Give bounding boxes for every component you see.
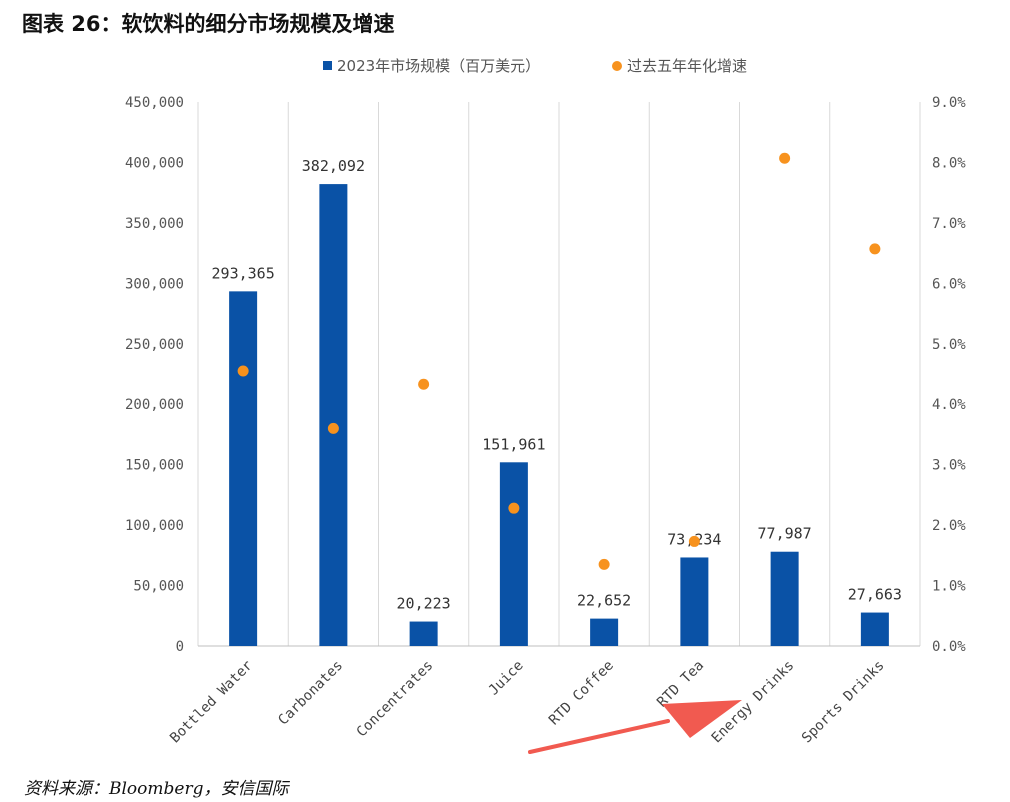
growth-dot: [508, 502, 520, 514]
legend-bar-label: 2023年市场规模（百万美元）: [337, 57, 540, 75]
legend-dot-swatch: [612, 61, 622, 71]
growth-dot: [688, 535, 700, 547]
arrow-shaft: [528, 719, 670, 754]
bar: [860, 612, 889, 646]
right-tick-label: 1.0%: [932, 579, 966, 595]
bar-data-label: 151,961: [482, 435, 545, 453]
bar: [319, 184, 348, 646]
left-tick-label: 250,000: [125, 337, 184, 353]
growth-dot: [418, 378, 430, 390]
bar-series: [229, 184, 889, 646]
bar-data-label: 293,365: [212, 264, 275, 282]
right-tick-label: 6.0%: [932, 276, 966, 292]
right-tick-label: 9.0%: [932, 95, 966, 111]
growth-dot: [779, 152, 791, 164]
right-tick-label: 5.0%: [932, 337, 966, 353]
arrow-head: [662, 700, 742, 738]
growth-dot: [327, 422, 339, 434]
category-label: RTD Coffee: [546, 658, 617, 729]
category-label: Juice: [486, 658, 527, 699]
category-label: Carbonates: [275, 658, 346, 729]
category-label: Bottled Water: [167, 658, 256, 747]
bar: [499, 462, 528, 646]
growth-dot: [598, 558, 610, 570]
category-label: Concentrates: [354, 658, 437, 741]
left-tick-label: 50,000: [133, 579, 184, 595]
source-note: 资料来源：Bloomberg，安信国际: [24, 779, 289, 799]
left-tick-label: 350,000: [125, 216, 184, 232]
left-tick-label: 100,000: [125, 518, 184, 534]
left-axis-ticks: 0 50,000 100,000 150,000 200,000 250,000 300,0…: [125, 95, 184, 655]
right-axis-ticks: 0.0% 1.0% 2.0% 3.0% 4.0% 5.0% 6.0% 7.0% 8.0% 9.0%: [932, 95, 966, 655]
growth-dots: [237, 152, 881, 570]
left-tick-label: 300,000: [125, 276, 184, 292]
bar: [409, 621, 438, 646]
category-label: Sports Drinks: [799, 658, 888, 747]
left-tick-label: 200,000: [125, 397, 184, 413]
legend-bar-swatch: [323, 61, 332, 70]
grid-lines: [197, 102, 921, 647]
bar-data-label: 20,223: [397, 595, 451, 613]
bar-data-label: 382,092: [302, 157, 365, 175]
left-tick-label: 450,000: [125, 95, 184, 111]
right-tick-label: 2.0%: [932, 518, 966, 534]
left-tick-label: 400,000: [125, 155, 184, 171]
bar: [770, 551, 799, 646]
bar-data-label: 77,987: [758, 525, 812, 543]
bar-data-label: 22,652: [577, 592, 631, 610]
bar: [590, 618, 619, 646]
chart-title: 图表 26：软饮料的细分市场规模及增速: [22, 12, 395, 36]
bar-data-label: 27,663: [848, 586, 902, 604]
category-labels: Bottled Water Carbonates Concentrates Juice…: [167, 658, 888, 747]
bar: [680, 557, 709, 646]
left-tick-label: 150,000: [125, 458, 184, 474]
growth-dot: [869, 243, 881, 255]
left-tick-label: 0: [176, 639, 184, 655]
right-tick-label: 4.0%: [932, 397, 966, 413]
legend: 2023年市场规模（百万美元） 过去五年年化增速: [323, 57, 747, 75]
growth-dot: [237, 365, 249, 377]
legend-dot-label: 过去五年年化增速: [627, 57, 747, 75]
bar-data-labels: 293,365382,09220,223151,96122,65273,2347…: [212, 157, 902, 612]
right-tick-label: 7.0%: [932, 216, 966, 232]
right-tick-label: 3.0%: [932, 458, 966, 474]
annotation-arrow: [528, 700, 742, 754]
right-tick-label: 0.0%: [932, 639, 966, 655]
bar: [229, 291, 258, 646]
right-tick-label: 8.0%: [932, 155, 966, 171]
